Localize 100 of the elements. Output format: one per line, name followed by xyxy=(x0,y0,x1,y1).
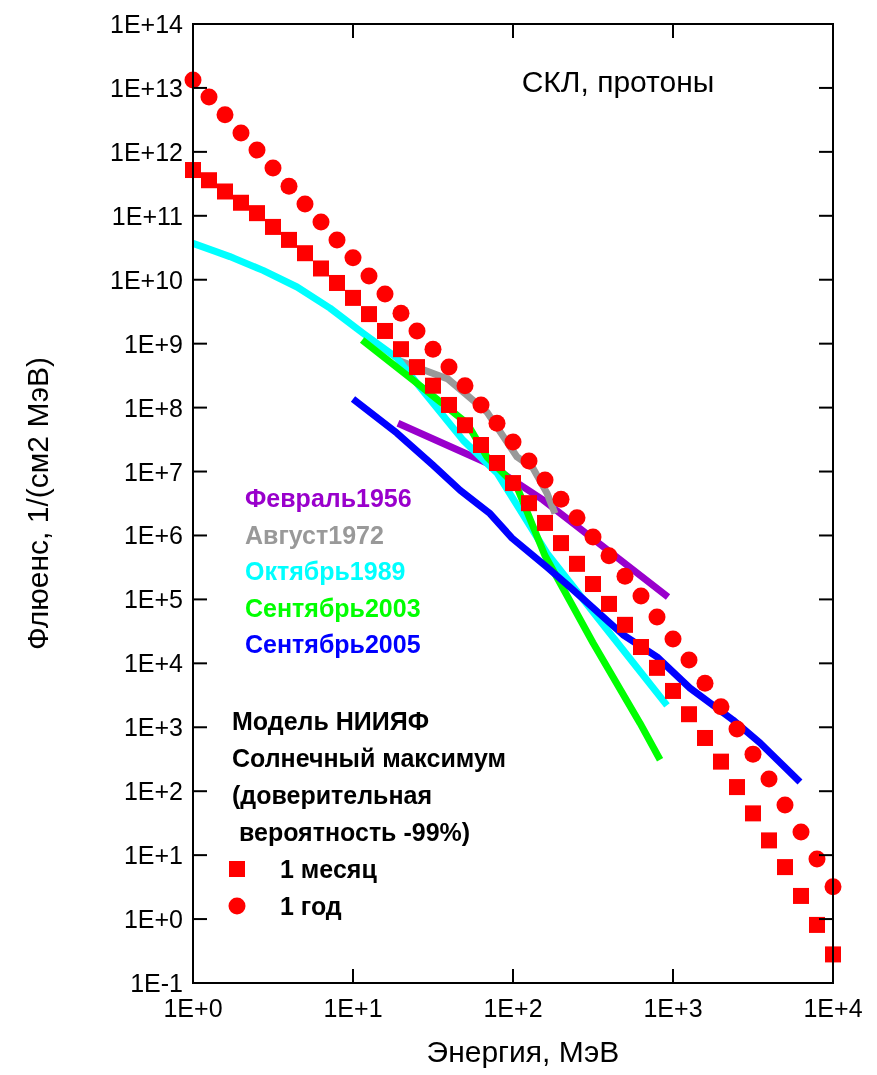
point xyxy=(633,639,650,656)
point xyxy=(361,306,377,323)
point xyxy=(424,340,442,358)
y-tick-label: 1E+2 xyxy=(123,777,183,806)
point xyxy=(377,322,394,339)
point xyxy=(809,916,825,933)
point xyxy=(360,267,378,285)
y-tick-label: 1E+3 xyxy=(123,713,183,742)
point xyxy=(232,124,250,142)
point xyxy=(744,805,761,822)
y-tick-label: 1E+0 xyxy=(123,905,183,934)
y-axis-title: Флюенс, 1/(см2 МэВ) xyxy=(21,356,54,651)
x-tick-label: 1E+0 xyxy=(163,994,223,1022)
text: Октябрь1989 xyxy=(245,557,406,585)
y-tick-label: 1E+12 xyxy=(110,137,183,166)
point xyxy=(568,509,586,527)
point xyxy=(344,249,362,267)
point xyxy=(408,322,426,340)
point xyxy=(392,304,410,322)
point xyxy=(649,659,665,676)
point xyxy=(296,195,314,213)
point xyxy=(777,859,793,876)
legend-label: 1 год xyxy=(280,892,342,920)
point xyxy=(584,528,602,546)
point xyxy=(744,745,762,763)
point xyxy=(552,490,570,508)
point xyxy=(632,587,650,605)
y-tick-label: 1E+5 xyxy=(123,585,183,614)
point xyxy=(617,616,633,633)
y-tick-label: 1E-1 xyxy=(130,969,183,997)
point xyxy=(328,231,346,249)
point xyxy=(440,358,458,376)
point xyxy=(760,770,778,788)
point xyxy=(680,651,698,669)
point xyxy=(728,720,746,738)
y-tick-label: 1E+11 xyxy=(111,201,183,230)
point xyxy=(312,213,330,231)
x-tick-label: 1E+4 xyxy=(803,994,863,1022)
point xyxy=(520,452,538,470)
point xyxy=(264,159,282,177)
y-tick-label: 1E+8 xyxy=(123,393,183,422)
point xyxy=(569,555,585,572)
text: Сентябрь2005 xyxy=(245,630,421,658)
point xyxy=(776,796,794,814)
point xyxy=(696,674,714,692)
point xyxy=(457,417,473,434)
point xyxy=(793,887,810,904)
point xyxy=(681,706,697,723)
point xyxy=(424,377,441,394)
point xyxy=(376,285,394,303)
x-axis-title: Энергия, МэВ xyxy=(426,1035,620,1068)
point xyxy=(441,396,457,413)
x-tick-label: 1E+1 xyxy=(323,994,383,1022)
point xyxy=(697,729,714,746)
point xyxy=(761,832,777,849)
point xyxy=(345,289,361,306)
point xyxy=(537,514,554,531)
point xyxy=(488,414,506,432)
point xyxy=(504,433,522,451)
x-tick-label: 1E+3 xyxy=(643,994,703,1022)
point xyxy=(473,437,490,453)
point xyxy=(409,359,425,376)
point xyxy=(616,567,634,585)
point xyxy=(264,218,281,235)
y-tick-label: 1E+13 xyxy=(110,73,183,102)
point xyxy=(521,495,537,512)
point xyxy=(472,396,490,414)
point xyxy=(601,595,617,612)
point xyxy=(792,823,810,841)
point xyxy=(552,535,569,552)
point xyxy=(392,341,409,358)
series-label: Февраль1956 xyxy=(245,484,412,512)
point xyxy=(729,779,745,796)
point xyxy=(201,172,217,189)
point xyxy=(217,183,234,200)
point xyxy=(249,205,265,222)
y-tick-label: 1E+6 xyxy=(123,521,183,550)
point xyxy=(600,547,618,565)
point xyxy=(216,106,234,124)
text: Август1972 xyxy=(245,520,384,549)
point xyxy=(248,141,266,159)
point xyxy=(665,682,681,699)
point xyxy=(281,231,297,248)
x-tick-label: 1E+2 xyxy=(483,994,543,1022)
point xyxy=(808,850,826,868)
y-tick-label: 1E+14 xyxy=(110,10,184,38)
point xyxy=(489,455,505,471)
legend-title: Модель НИИЯФ Солнечный максимум (доверительная вероятность -99%) xyxy=(232,707,506,846)
point xyxy=(712,753,729,770)
point xyxy=(456,377,474,395)
point xyxy=(664,630,682,648)
point xyxy=(297,245,313,262)
legend-label: 1 месяц xyxy=(280,855,378,883)
point xyxy=(232,194,249,211)
point xyxy=(200,88,218,106)
text: Сентябрь2003 xyxy=(245,593,421,622)
point xyxy=(536,471,554,489)
y-tick-label: 1E+4 xyxy=(123,649,184,678)
y-tick-label: 1E+10 xyxy=(110,265,183,294)
y-tick-label: 1E+9 xyxy=(123,329,183,358)
